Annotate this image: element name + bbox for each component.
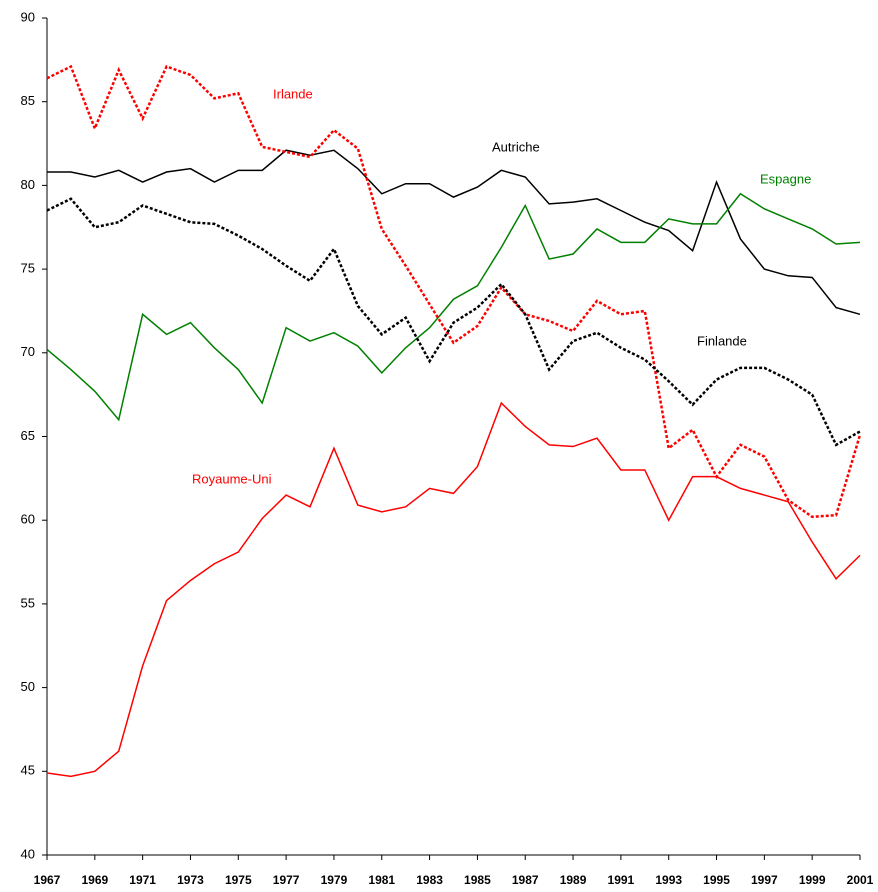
y-tick-label: 50: [21, 679, 35, 694]
y-tick-label: 45: [21, 763, 35, 778]
x-tick-label: 1981: [368, 873, 395, 887]
series-line: [46, 197, 861, 447]
series-line: [46, 192, 861, 422]
x-tick-label: 1995: [703, 873, 730, 887]
y-tick-label: 85: [21, 93, 35, 108]
y-tick-label: 80: [21, 177, 35, 192]
x-tick-label: 1999: [799, 873, 826, 887]
x-tick-label: 1977: [273, 873, 300, 887]
series-label: Espagne: [760, 171, 811, 186]
y-tick-label: 60: [21, 512, 35, 527]
x-tick-label: 1979: [321, 873, 348, 887]
series-line: [46, 401, 861, 778]
x-tick-label: 1991: [608, 873, 635, 887]
x-tick-label: 1971: [129, 873, 156, 887]
y-tick-label: 70: [21, 344, 35, 359]
y-tick-label: 75: [21, 261, 35, 276]
y-tick-label: 65: [21, 428, 35, 443]
series-line: [47, 149, 861, 316]
x-tick-label: 1973: [177, 873, 204, 887]
x-tick-label: 1969: [81, 873, 108, 887]
x-tick-label: 1993: [655, 873, 682, 887]
x-tick-label: 2001: [847, 873, 874, 887]
series-line: [46, 64, 862, 519]
y-tick-label: 90: [21, 9, 35, 24]
series-label: Royaume-Uni: [192, 471, 272, 486]
x-tick-label: 1975: [225, 873, 252, 887]
x-tick-label: 1985: [464, 873, 491, 887]
x-tick-label: 1983: [416, 873, 443, 887]
x-tick-label: 1997: [751, 873, 778, 887]
x-tick-label: 1989: [560, 873, 587, 887]
series-label: Autriche: [492, 139, 540, 154]
series-label: Finlande: [697, 333, 747, 348]
series-label: Irlande: [273, 86, 313, 101]
y-tick-label: 55: [21, 595, 35, 610]
x-tick-label: 1987: [512, 873, 539, 887]
x-tick-label: 1967: [34, 873, 61, 887]
y-tick-label: 40: [21, 846, 35, 861]
